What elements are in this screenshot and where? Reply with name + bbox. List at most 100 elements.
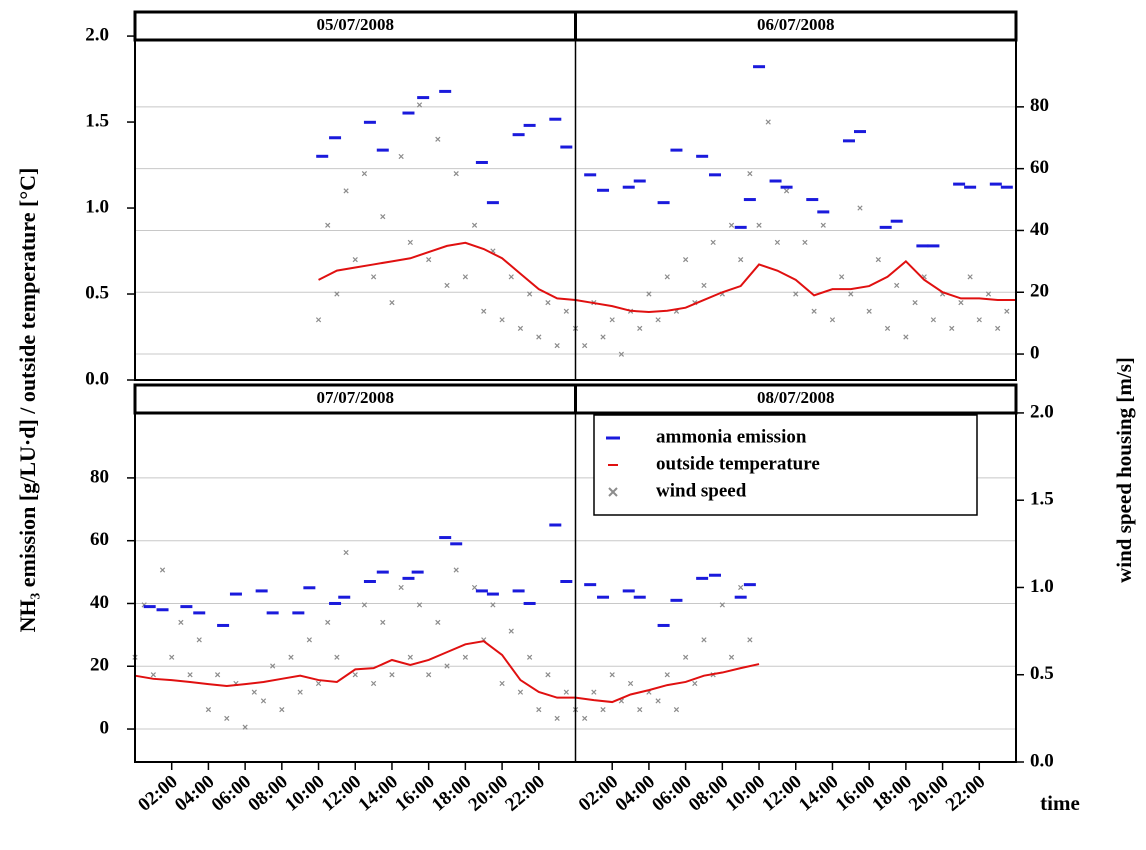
wind-point [627,680,634,687]
wind-point [398,153,404,160]
wind-point [224,715,230,721]
wind-point [646,291,652,297]
y2-tick-label: 1.5 [1030,489,1054,510]
wind-point [554,715,560,721]
wind-point [453,567,459,573]
x-tick-label: 06:00 [208,771,255,816]
legend-label: ammonia emission [656,426,807,447]
wind-point [600,334,606,340]
x-tick-label: 08:00 [244,771,291,816]
wind-point [536,707,542,713]
wind-point [554,342,560,349]
wind-point [765,119,771,125]
x-tick-label: 02:00 [134,771,181,816]
wind-point [526,654,533,660]
x-tick-label: 12:00 [318,771,365,816]
wind-point [343,188,349,194]
x-tick-label: 08:00 [685,771,732,816]
wind-point [866,308,872,314]
y-tick-label: 60 [90,529,109,550]
wind-point [380,214,386,220]
wind-point [563,308,569,314]
wind-point [664,274,670,280]
x-axis-label: time [1040,791,1080,815]
x-tick-label: 02:00 [575,771,622,816]
wind-point [306,637,312,643]
wind-point [343,549,349,556]
y-tick-label: 1.0 [85,196,109,217]
wind-point [453,171,459,177]
wind-point [471,584,478,591]
x-tick-label: 16:00 [832,771,879,816]
wind-point [747,171,753,177]
wind-point [949,325,955,332]
wind-point [370,680,377,687]
wind-point [664,672,670,678]
wind-point [389,672,395,678]
strip-label: 06/07/2008 [757,15,834,34]
y2-tick-label: 20 [1030,281,1049,302]
wind-point [719,602,725,608]
wind-point [655,317,661,323]
wind-point [728,222,735,228]
wind-point [582,342,588,349]
y-tick-label: 20 [90,655,109,676]
wind-point [508,628,514,634]
x-tick-label: 16:00 [391,771,438,816]
wind-point [325,222,331,228]
x-tick-label: 14:00 [795,771,842,816]
wind-point [692,680,698,687]
wind-point [985,291,992,297]
wind-point [756,222,762,228]
wind-point [315,317,322,323]
wind-point [967,274,973,280]
y-tick-label: 40 [90,592,109,613]
wind-point [169,654,175,660]
temperature-line [134,640,760,704]
wind-point [416,602,423,608]
wind-point [857,205,863,211]
wind-point [894,282,900,289]
wind-point [370,274,377,280]
wind-point [196,637,202,643]
legend-label: wind speed [656,480,747,501]
wind-point [462,274,468,280]
wind-point [637,707,643,713]
wind-point [260,698,267,704]
wind-point [738,584,744,591]
wind-point [582,715,588,721]
wind-point [407,654,413,660]
wind-point [389,299,395,306]
x-tick-label: 10:00 [281,771,328,816]
wind-point [683,654,689,660]
wind-point [517,325,524,332]
wind-point [444,282,450,289]
wind-point [976,317,982,323]
y2-tick-label: 1.0 [1030,576,1054,597]
y-axis-label: NH₃ emission [g/LU·d] / outside temperat… [15,168,40,633]
wind-point [820,222,826,228]
wind-point [352,672,358,678]
x-tick-label: 18:00 [868,771,915,816]
legend-box [593,414,978,516]
wind-point [609,672,615,678]
y2-tick-label: 0.5 [1030,663,1054,684]
wind-point [361,171,368,177]
y2-tick-label: 0.0 [1030,750,1054,771]
x-tick-label: 20:00 [905,771,952,816]
wind-point [297,689,303,695]
wind-point [178,619,184,625]
wind-point [214,672,221,678]
wind-point [490,602,496,608]
x-tick-label: 10:00 [722,771,769,816]
x-tick-label: 22:00 [501,771,548,816]
wind-point [728,654,735,660]
wind-point [508,274,514,280]
wind-point [591,689,597,695]
wind-point [526,291,533,297]
wind-point [1004,308,1010,314]
x-tick-label: 18:00 [428,771,475,816]
wind-point [150,672,156,678]
wind-point [398,584,404,591]
